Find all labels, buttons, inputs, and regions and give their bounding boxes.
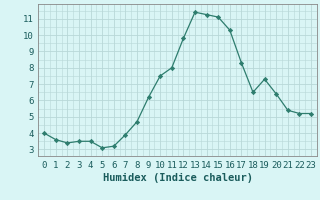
X-axis label: Humidex (Indice chaleur): Humidex (Indice chaleur) — [103, 173, 252, 183]
